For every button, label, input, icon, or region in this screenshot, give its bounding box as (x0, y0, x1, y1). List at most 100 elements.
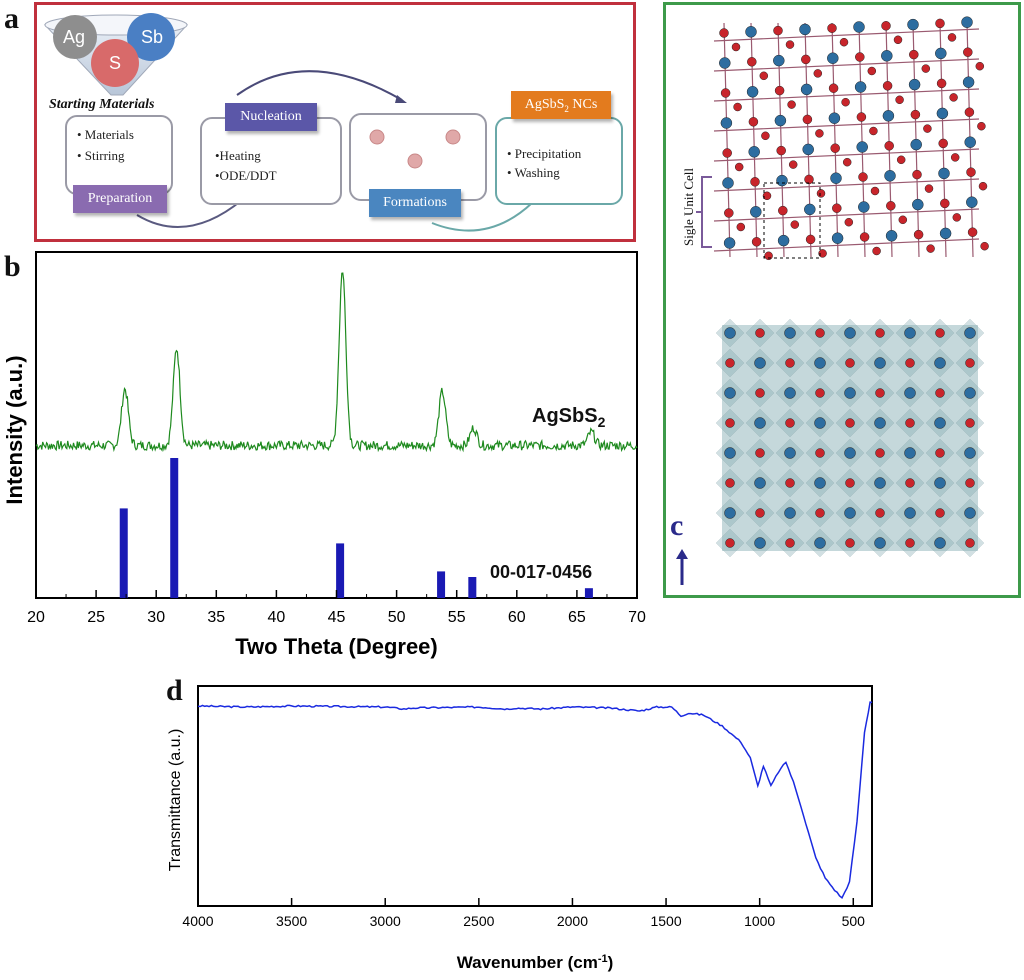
s-atom (980, 241, 989, 251)
s-atom (845, 538, 855, 548)
s-atom (785, 538, 795, 548)
s-atom (827, 23, 837, 33)
s-atom (895, 95, 904, 105)
lattice-bond (885, 22, 893, 258)
sb-ag-atom (814, 537, 826, 549)
s-atom (938, 138, 948, 149)
s-atom (913, 229, 924, 240)
s-atom (755, 388, 765, 398)
s-atom (774, 85, 785, 96)
sb-ag-atom (962, 76, 975, 88)
sb-ag-atom (858, 201, 870, 213)
reference-bar (170, 458, 179, 598)
sb-ag-atom (844, 327, 856, 339)
process-flow-arrows (136, 70, 533, 232)
sb-ag-atom (874, 417, 886, 429)
s-atom (734, 162, 744, 172)
sb-ag-atom (748, 146, 760, 158)
s-atom (875, 448, 885, 458)
s-atom (788, 160, 798, 169)
ftir-chart: 4000 3500 3000 2500 2000 1500 1000 500 Wavenumbe… (167, 685, 873, 972)
product-item-1: • Precipitation (507, 146, 582, 161)
sb-ag-atom (802, 143, 814, 156)
s-atom (776, 145, 786, 156)
ftir-tick-label: 2500 (463, 913, 494, 929)
sb-ag-atom (912, 198, 924, 211)
nucleation-item-2: •ODE/DDT (215, 168, 277, 183)
s-atom (830, 143, 840, 153)
sb-ag-atom (750, 206, 762, 218)
s-atom (778, 205, 788, 216)
xrd-tick-label: 30 (147, 609, 165, 626)
s-atom (764, 251, 773, 261)
s-atom (725, 538, 735, 548)
lattice-bond (858, 22, 866, 258)
reference-bar (119, 508, 128, 598)
s-atom (910, 109, 921, 120)
s-atom (965, 478, 975, 488)
starting-materials-title: Starting Materials (49, 97, 155, 112)
s-atom (841, 97, 850, 107)
s-atom (725, 418, 735, 428)
s-atom (813, 69, 823, 78)
sb-ag-atom (754, 357, 766, 369)
sb-ag-atom (814, 417, 826, 429)
ftir-tick-label: 1500 (650, 913, 681, 929)
c-axis-label: c (670, 509, 684, 542)
s-atom (720, 88, 731, 98)
s-atom (975, 61, 985, 71)
sb-ag-atom (964, 136, 976, 148)
sb-ag-atom (774, 114, 787, 127)
s-atom (952, 213, 962, 222)
nanocrystal-particles (369, 129, 461, 169)
s-atom (787, 100, 796, 109)
s-atom (875, 328, 885, 338)
xrd-sample-label: AgSbS2 (532, 405, 606, 430)
panel-d-letter: d (166, 674, 183, 707)
sb-ag-atom (799, 23, 811, 36)
sb-ag-atom (904, 387, 916, 399)
reference-bar (336, 543, 345, 598)
sb-ag-atom (844, 507, 856, 519)
lattice-bond (713, 28, 980, 42)
s-atom (935, 328, 945, 338)
s-atom (896, 155, 906, 165)
s-atom (882, 81, 893, 91)
ftir-tick-label: 3500 (276, 913, 307, 929)
s-atom (926, 244, 935, 253)
ftir-spectrum-line (197, 701, 873, 899)
s-atom (759, 71, 769, 81)
preparation-label: Preparation (73, 185, 167, 213)
s-atom (755, 448, 765, 458)
ftir-tick-label: 3000 (370, 913, 401, 929)
s-atom (761, 131, 770, 141)
s-atom (858, 172, 868, 182)
s-atom (736, 222, 746, 232)
s-atom (905, 418, 915, 428)
preparation-item-2: • Stirring (77, 148, 125, 163)
sb-ag-atom (882, 110, 895, 122)
sb-ag-atom (724, 387, 736, 399)
xrd-tick-label: 65 (568, 609, 586, 626)
s-atom (855, 52, 865, 62)
sb-ag-atom (854, 81, 867, 93)
s-atom (845, 358, 855, 368)
unit-cell-outline (763, 182, 821, 259)
sb-ag-atom (964, 327, 976, 339)
s-atom (719, 28, 729, 38)
s-atom (963, 47, 973, 57)
s-atom (935, 448, 945, 458)
s-atom (790, 220, 800, 229)
sb-ag-atom (784, 387, 796, 399)
lattice-bond (713, 208, 980, 222)
sb-ag-atom (904, 447, 916, 459)
s-atom (725, 358, 735, 368)
sb-ag-atom (874, 357, 886, 369)
sb-ag-atom (754, 417, 766, 429)
s-atom (856, 112, 867, 122)
s-atom (816, 189, 826, 198)
sb-ag-atom (720, 117, 733, 129)
s-atom (867, 66, 877, 76)
s-atom (912, 169, 922, 180)
panel-a-letter: a (4, 2, 19, 35)
